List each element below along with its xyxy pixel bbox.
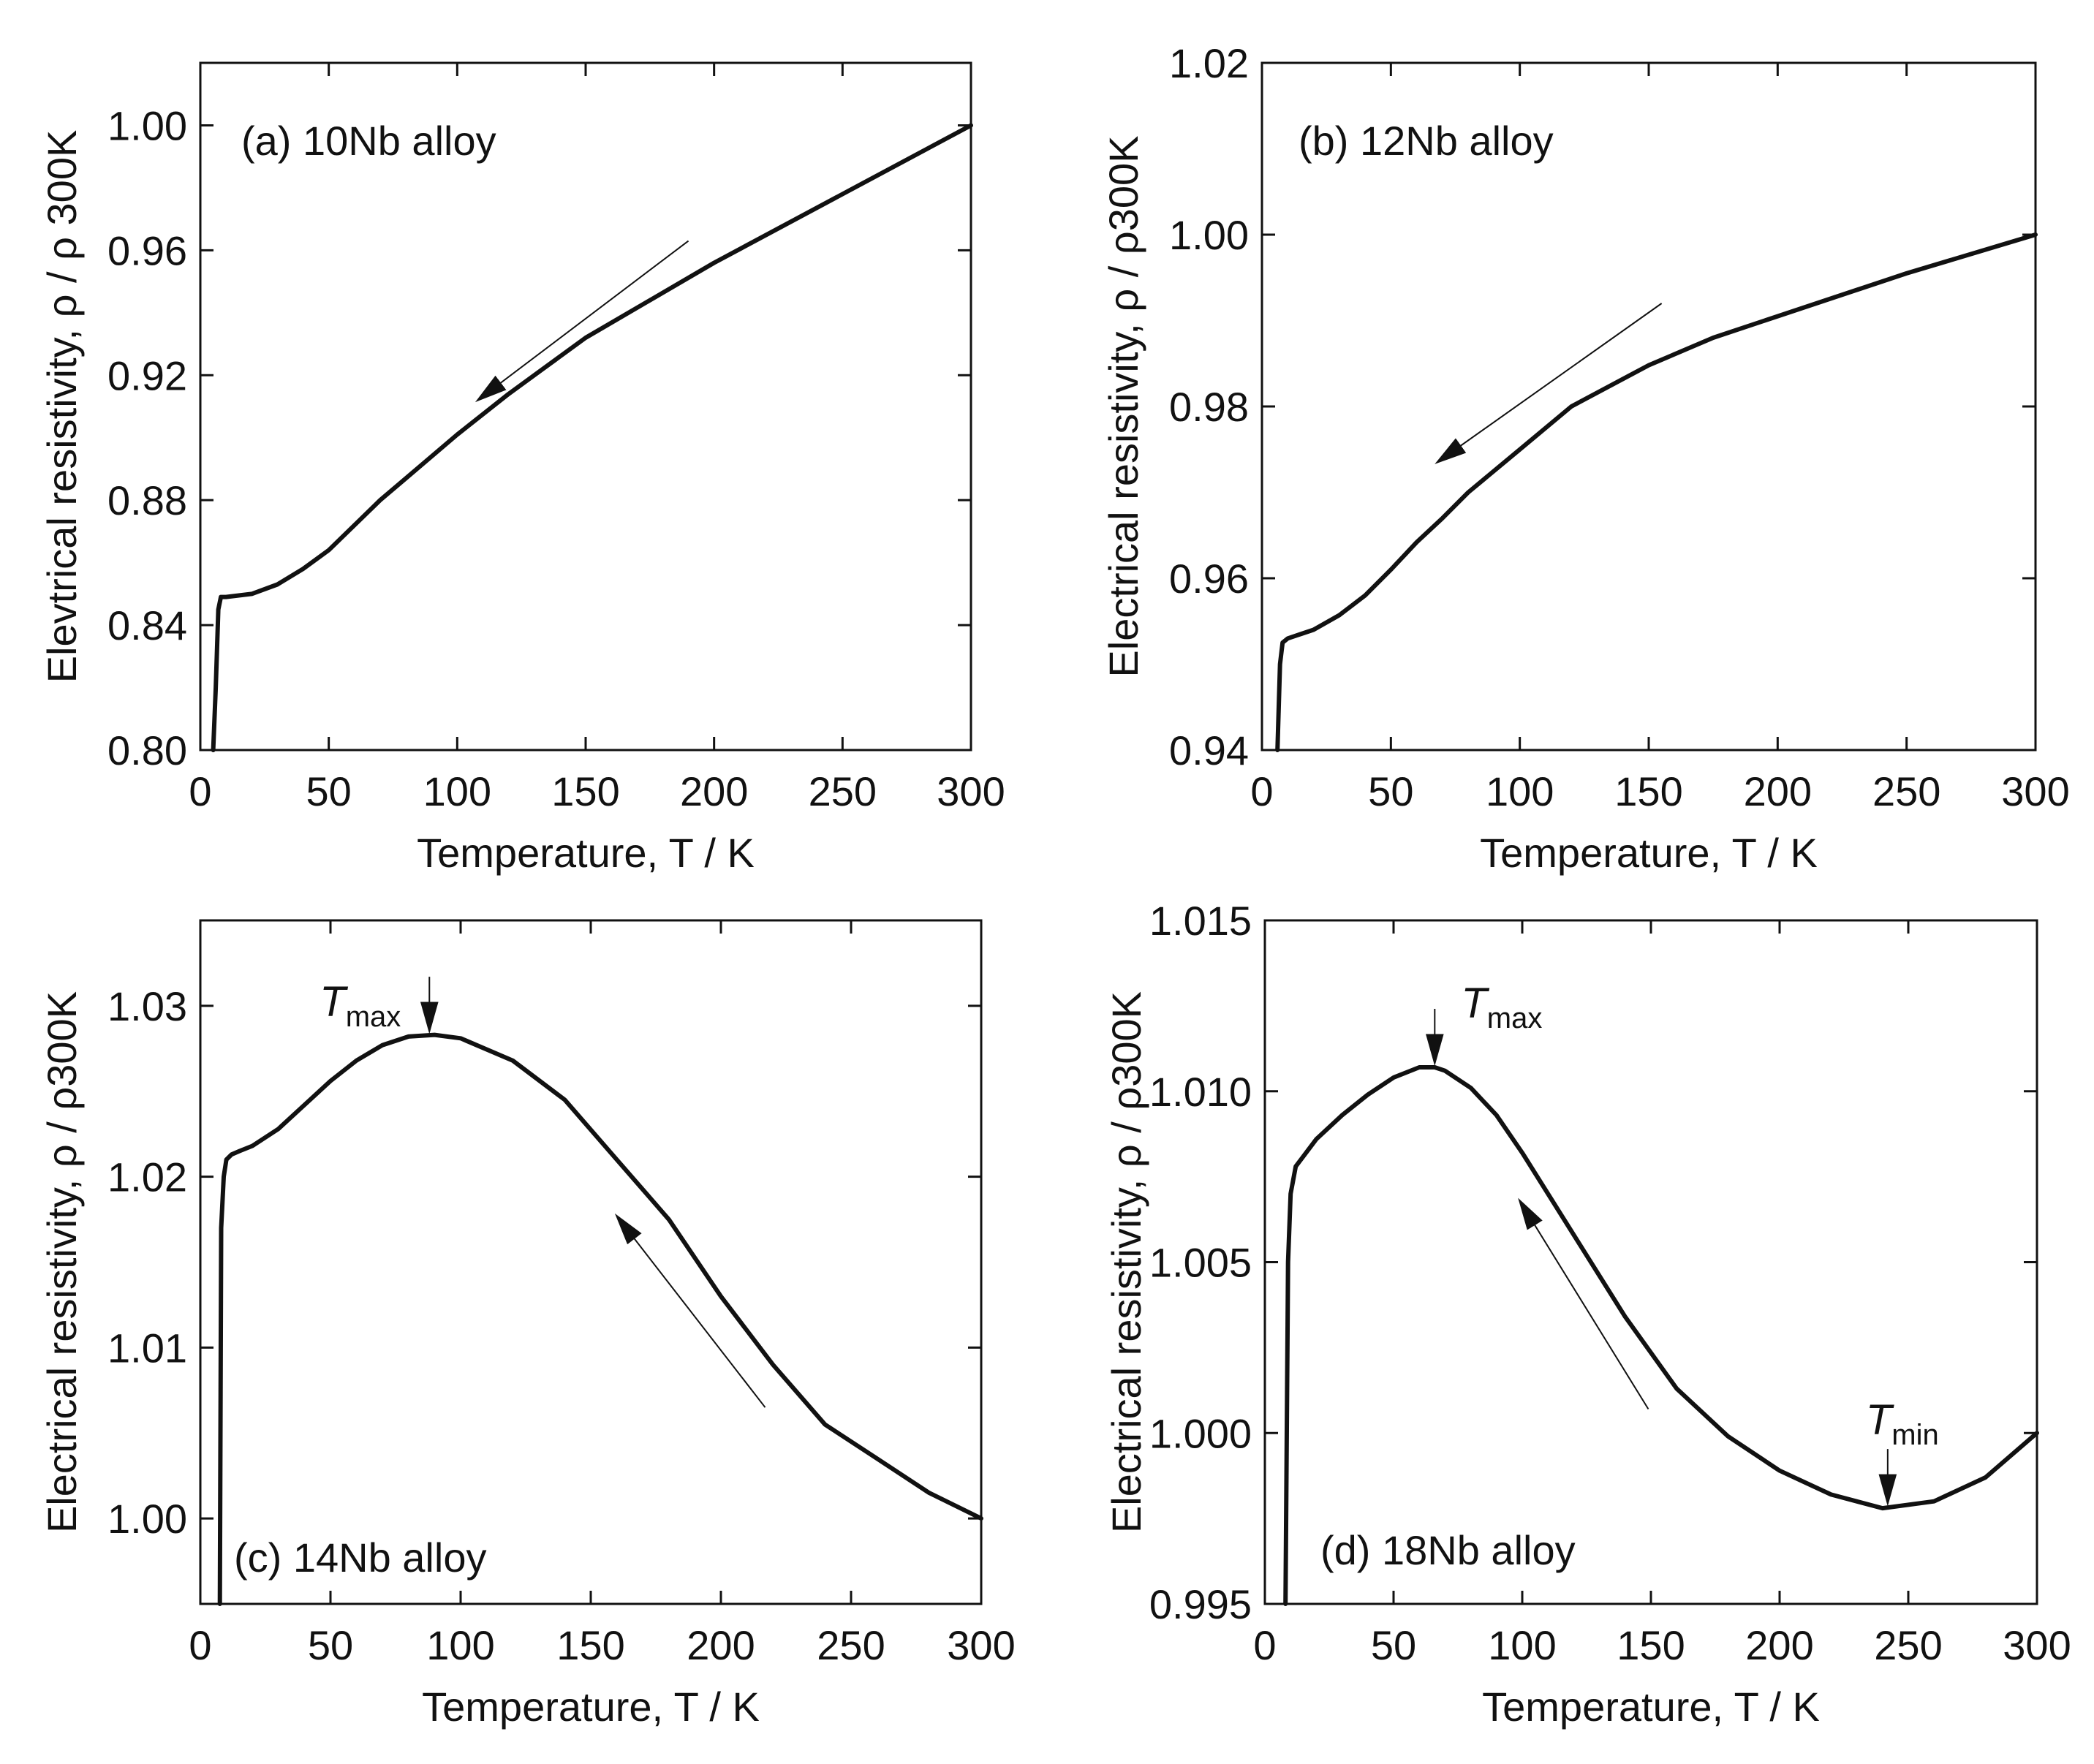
- x-tick-label: 100: [1488, 1622, 1556, 1668]
- x-tick-label: 150: [556, 1622, 624, 1668]
- x-tick-label: 0: [189, 1622, 211, 1668]
- x-tick-label: 200: [1744, 768, 1812, 814]
- y-tick-label: 0.96: [107, 227, 187, 273]
- y-tick-label: 1.02: [1169, 40, 1249, 86]
- y-tick-label: 0.995: [1149, 1581, 1252, 1627]
- annotation-symbol: T: [1461, 980, 1489, 1027]
- y-axis-title: Electrical resistivity, ρ / ρ300K: [1103, 991, 1149, 1533]
- x-tick-label: 300: [937, 768, 1005, 814]
- x-tick-label: 250: [1874, 1622, 1942, 1668]
- y-tick-label: 0.80: [107, 727, 187, 773]
- y-tick-label: 0.84: [107, 602, 187, 648]
- cooling-direction-arrow: [614, 1213, 766, 1408]
- y-tick-label: 1.03: [107, 983, 187, 1029]
- panel-label: (a) 10Nb alloy: [241, 118, 496, 164]
- series-line-10nb: [211, 123, 973, 752]
- cooling-direction-arrow: [1518, 1197, 1649, 1410]
- y-tick-label: 1.01: [107, 1325, 187, 1371]
- annotation-tmin: Tmin: [1866, 1396, 1939, 1451]
- x-tick-label: 200: [687, 1622, 755, 1668]
- cooling-direction-arrow: [1435, 303, 1663, 464]
- panel-label: (d) 18Nb alloy: [1320, 1527, 1576, 1573]
- x-tick-label: 250: [1872, 768, 1940, 814]
- x-tick-label: 300: [2001, 768, 2069, 814]
- x-tick-label: 100: [423, 768, 491, 814]
- y-tick-label: 1.02: [107, 1154, 187, 1200]
- panel-label: (b) 12Nb alloy: [1299, 118, 1554, 164]
- panel-d-18nb: 0 50 100 150 200 250 300 0.995 1.000 1.005 1.010 1.…: [1103, 898, 2071, 1730]
- y-tick-label: 1.00: [107, 1496, 187, 1542]
- y-axis-title: Electrical resistivity, ρ / ρ300K: [1100, 135, 1146, 677]
- plot-frame: [199, 61, 972, 752]
- x-tick-label: 100: [426, 1622, 494, 1668]
- x-tick-label: 0: [189, 768, 211, 814]
- y-tick-label: 0.94: [1169, 727, 1249, 773]
- annotation-subscript: max: [346, 1001, 401, 1033]
- y-tick-label: 1.015: [1149, 898, 1252, 944]
- x-tick-label: 0: [1253, 1622, 1276, 1668]
- panel-c-14nb: 0 50 100 150 200 250 300 1.00 1.01 1.02 1.03 Temper…: [39, 919, 1016, 1730]
- annotation-tmax: Tmax: [1461, 980, 1542, 1034]
- x-tick-label: 300: [2003, 1622, 2071, 1668]
- x-tick-label: 150: [1614, 768, 1682, 814]
- x-tick-label: 50: [306, 768, 352, 814]
- x-tick-label: 150: [1617, 1622, 1685, 1668]
- x-tick-label: 150: [551, 768, 619, 814]
- x-tick-label: 50: [1368, 768, 1413, 814]
- annotation-subscript: min: [1891, 1419, 1938, 1451]
- y-tick-label: 0.92: [107, 352, 187, 398]
- series-line-18nb: [1283, 1065, 2039, 1606]
- plot-frame: [1260, 61, 2037, 752]
- y-tick-label: 1.00: [107, 102, 187, 148]
- x-axis-title: Temperature, T / K: [417, 830, 755, 876]
- series-line-14nb: [217, 1032, 983, 1606]
- x-tick-label: 50: [1371, 1622, 1416, 1668]
- annotation-tmax: Tmax: [320, 978, 401, 1033]
- plot-frame: [199, 919, 983, 1605]
- x-tick-label: 300: [947, 1622, 1015, 1668]
- series-line-12nb: [1275, 232, 2038, 752]
- y-axis-title: Electrical resistivity, ρ / ρ300K: [39, 991, 85, 1533]
- panel-b-12nb: 0 50 100 150 200 250 300 0.94 0.96 0.98 1.00 1.02 Te…: [1100, 40, 2070, 876]
- x-tick-label: 100: [1486, 768, 1554, 814]
- y-tick-label: 1.00: [1169, 212, 1249, 258]
- y-tick-label: 1.000: [1149, 1410, 1252, 1456]
- x-tick-label: 200: [1745, 1622, 1813, 1668]
- x-axis-title: Temperature, T / K: [1480, 830, 1818, 876]
- panel-a-10nb: 0 50 100 150 200 250 300 0.80 0.84 0.88 0.92 0.96 1.…: [39, 61, 1005, 876]
- x-tick-label: 0: [1250, 768, 1273, 814]
- annotation-symbol: T: [320, 978, 348, 1026]
- y-tick-label: 0.88: [107, 477, 187, 523]
- annotation-symbol: T: [1866, 1396, 1894, 1444]
- y-tick-label: 0.98: [1169, 384, 1249, 430]
- x-tick-label: 200: [680, 768, 748, 814]
- y-axis-title: Elevtrical resistivity, ρ / ρ 300K: [39, 130, 85, 684]
- y-tick-label: 1.010: [1149, 1069, 1252, 1115]
- panel-label: (c) 14Nb alloy: [234, 1534, 486, 1581]
- y-tick-label: 0.96: [1169, 556, 1249, 602]
- x-tick-label: 50: [308, 1622, 353, 1668]
- y-tick-label: 1.005: [1149, 1240, 1252, 1286]
- x-axis-title: Temperature, T / K: [422, 1684, 760, 1730]
- cooling-direction-arrow: [475, 240, 689, 403]
- x-tick-label: 250: [809, 768, 877, 814]
- x-tick-label: 250: [817, 1622, 885, 1668]
- x-axis-title: Temperature, T / K: [1482, 1684, 1820, 1730]
- annotation-subscript: max: [1487, 1002, 1543, 1034]
